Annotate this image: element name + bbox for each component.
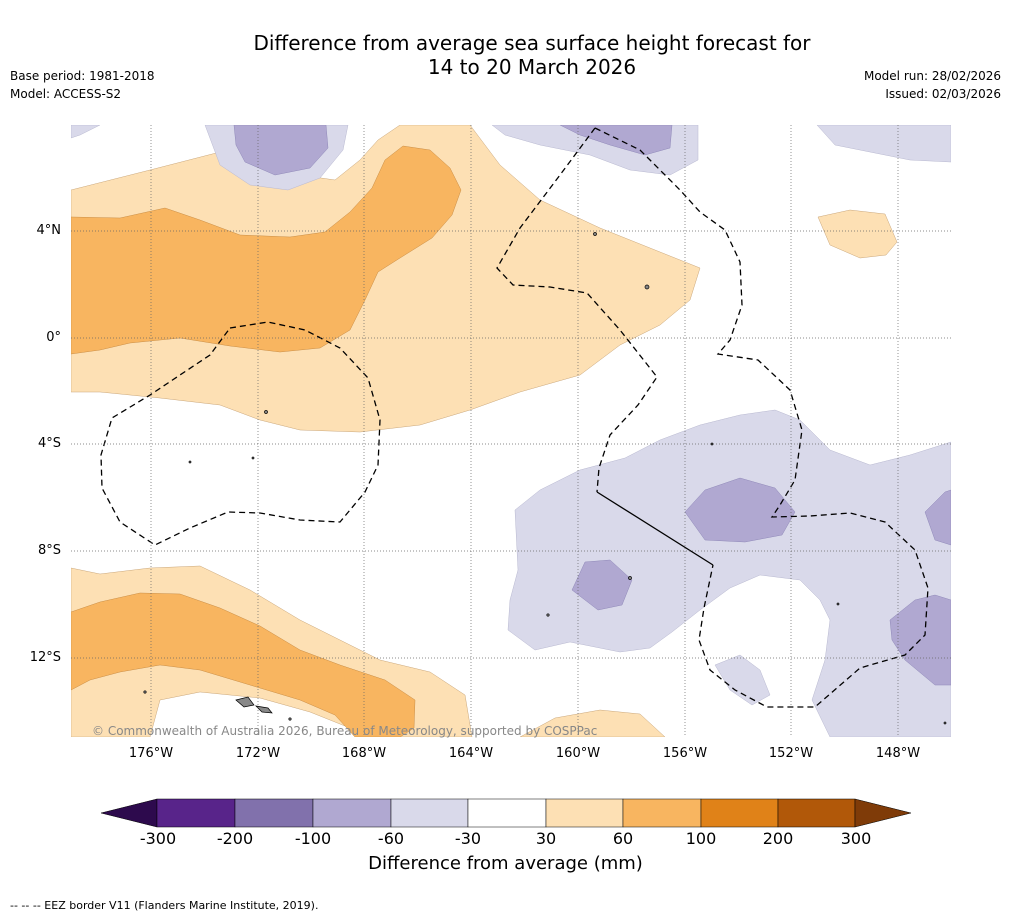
islands xyxy=(143,232,947,725)
colorbar-tick: 100 xyxy=(685,829,717,848)
colorbar-tick: 60 xyxy=(612,829,634,848)
colorbar-tick: -300 xyxy=(139,829,177,848)
lon-label-160w: 160°W xyxy=(555,746,601,761)
base-period: Base period: 1981-2018 xyxy=(10,69,155,83)
colorbar-segment-7 xyxy=(622,798,702,828)
colorbar-segment-5 xyxy=(467,798,547,828)
title-line-1: Difference from average sea surface heig… xyxy=(253,31,811,55)
lat-label-0: 0° xyxy=(46,330,61,345)
colorbar-tick: 30 xyxy=(535,829,557,848)
issued-date: Issued: 02/03/2026 xyxy=(885,87,1001,101)
colorbar-tick: -100 xyxy=(294,829,332,848)
lon-label-172w: 172°W xyxy=(235,746,281,761)
lon-label-164w: 164°W xyxy=(448,746,494,761)
model-name: Model: ACCESS-S2 xyxy=(10,87,122,101)
map-title: Difference from average sea surface heig… xyxy=(0,31,1011,79)
lon-label-156w: 156°W xyxy=(662,746,708,761)
colorbar-extend-low xyxy=(100,798,158,828)
colorbar-label: Difference from average (mm) xyxy=(368,853,643,874)
colorbar-segment-3 xyxy=(312,798,392,828)
title-line-2: 14 to 20 March 2026 xyxy=(427,55,637,79)
meta-left: Base period: 1981-2018 Model: ACCESS-S2 xyxy=(10,67,155,103)
colorbar-segment-2 xyxy=(234,798,314,828)
lon-label-168w: 168°W xyxy=(341,746,387,761)
colorbar-tick: 300 xyxy=(840,829,872,848)
model-run: Model run: 28/02/2026 xyxy=(863,69,1001,83)
eez-solid-border xyxy=(596,491,714,566)
copyright-notice: © Commonwealth of Australia 2026, Bureau… xyxy=(92,724,598,738)
lat-label-12s: 12°S xyxy=(29,650,61,665)
eez-borders xyxy=(100,127,929,708)
lat-label-4s: 4°S xyxy=(37,436,61,451)
colorbar-segment-9 xyxy=(777,798,856,828)
colorbar-segment-6 xyxy=(545,798,624,828)
colorbar-segment-4 xyxy=(390,798,469,828)
colorbar-segment-8 xyxy=(700,798,779,828)
lat-label-4n: 4°N xyxy=(36,223,62,238)
meta-right: Model run: 28/02/2026 Issued: 02/03/2026 xyxy=(864,67,1001,103)
eez-legend-footer: -- -- -- EEZ border V11 (Flanders Marine… xyxy=(10,899,319,912)
colorbar-extend-high xyxy=(854,798,912,828)
colorbar-tick: -30 xyxy=(454,829,482,848)
positive-anomaly-medium xyxy=(71,145,462,737)
graticule xyxy=(71,125,951,737)
lon-label-176w: 176°W xyxy=(128,746,174,761)
lon-label-152w: 152°W xyxy=(768,746,814,761)
lat-label-8s: 8°S xyxy=(37,543,61,558)
negative-anomaly-medium xyxy=(233,125,951,686)
colorbar-tick: 200 xyxy=(762,829,794,848)
colorbar-tick: -60 xyxy=(377,829,405,848)
lon-label-148w: 148°W xyxy=(875,746,921,761)
colorbar-segment-1 xyxy=(156,798,236,828)
colorbar-tick: -200 xyxy=(216,829,254,848)
